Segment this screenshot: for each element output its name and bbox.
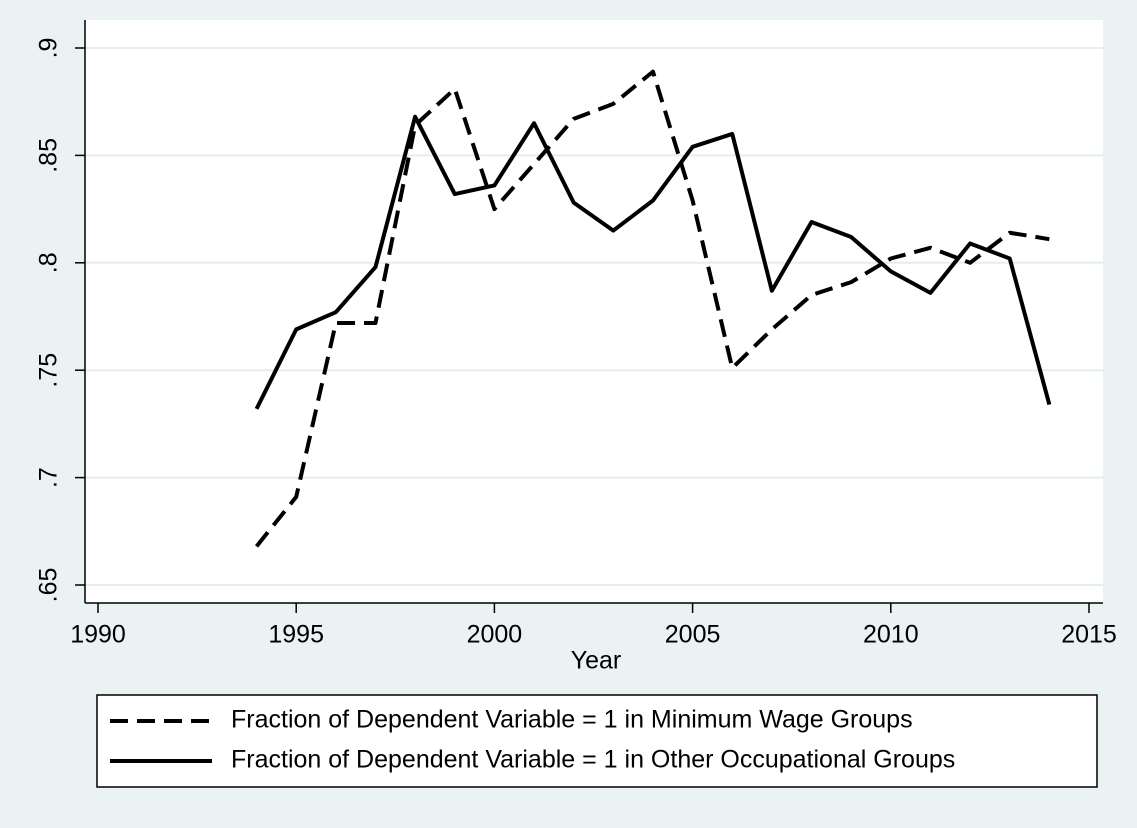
y-tick-label: .8	[35, 252, 63, 273]
x-axis-title: Year	[571, 647, 622, 675]
series-line	[254, 114, 1052, 410]
y-tick-label: .9	[35, 38, 63, 59]
x-tick-label: 1990	[70, 621, 126, 649]
x-tick-label: 2015	[1061, 621, 1117, 649]
legend-label: Fraction of Dependent Variable = 1 in Mi…	[231, 706, 913, 734]
legend-label: Fraction of Dependent Variable = 1 in Ot…	[231, 746, 955, 774]
legend-box	[96, 694, 1098, 788]
series-line	[255, 69, 1050, 548]
y-tick-label: .85	[35, 138, 63, 173]
x-tick-label: 2000	[467, 621, 523, 649]
x-tick-label: 1995	[268, 621, 324, 649]
y-tick-label: .65	[35, 568, 63, 603]
y-tick-label: .75	[35, 353, 63, 388]
x-tick-label: 2010	[863, 621, 919, 649]
plot-region	[85, 20, 1103, 603]
x-tick-label: 2005	[665, 621, 721, 649]
y-tick-label: .7	[35, 467, 63, 488]
